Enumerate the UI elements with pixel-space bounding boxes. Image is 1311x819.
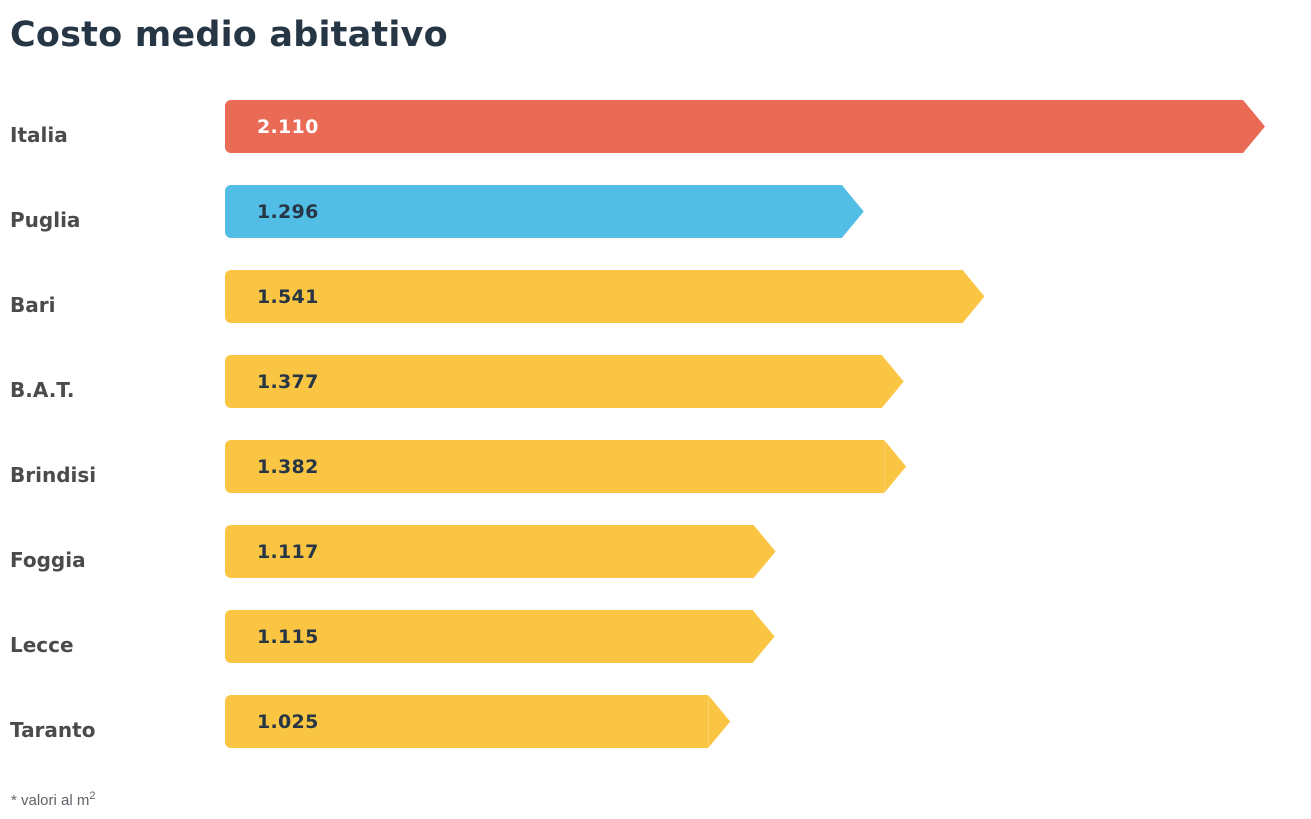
bar-arrow-tip-icon — [881, 355, 904, 408]
bar-value-label: 1.382 — [257, 455, 319, 478]
bar: 1.541 — [225, 270, 985, 323]
bar-row: Taranto 1.025 — [10, 695, 1311, 748]
bar-track: 1.541 — [225, 270, 1265, 323]
bar-rect: 1.296 — [225, 185, 842, 238]
bar-row: Italia 2.110 — [10, 100, 1311, 153]
bar-row: Puglia 1.296 — [10, 185, 1311, 238]
bar-rect: 1.382 — [225, 440, 885, 493]
bar-rect: 1.541 — [225, 270, 963, 323]
bar-track: 1.025 — [225, 695, 1265, 748]
bar-value-label: 2.110 — [257, 115, 319, 138]
bar-row: Brindisi 1.382 — [10, 440, 1311, 493]
bar-row: Foggia 1.117 — [10, 525, 1311, 578]
footnote-text: * valori al m — [11, 792, 90, 809]
bar-arrow-tip-icon — [841, 185, 864, 238]
bar-value-label: 1.117 — [257, 540, 319, 563]
bar: 1.377 — [225, 355, 904, 408]
bar-value-label: 1.025 — [257, 710, 319, 733]
bar-track: 1.377 — [225, 355, 1265, 408]
category-label: Italia — [10, 122, 68, 147]
bar: 1.115 — [225, 610, 775, 663]
bar-track: 1.382 — [225, 440, 1265, 493]
category-label: Brindisi — [10, 462, 97, 487]
bar: 1.117 — [225, 525, 776, 578]
bar-arrow-tip-icon — [1243, 100, 1265, 153]
bar-row: Lecce 1.115 — [10, 610, 1311, 663]
chart-footnote: * valori al m2 — [11, 790, 1311, 809]
bar-track: 1.117 — [225, 525, 1265, 578]
bar-arrow-tip-icon — [962, 270, 985, 323]
bar-rect: 1.115 — [225, 610, 753, 663]
bar-value-label: 1.541 — [257, 285, 319, 308]
footnote-superscript: 2 — [89, 790, 96, 802]
category-label: Puglia — [10, 207, 81, 232]
bar-track: 2.110 — [225, 100, 1265, 153]
bar-track: 1.296 — [225, 185, 1265, 238]
bar-rect: 2.110 — [225, 100, 1243, 153]
bar-arrow-tip-icon — [753, 525, 776, 578]
category-label: Taranto — [10, 717, 96, 742]
bar-rect: 1.025 — [225, 695, 709, 748]
bar-rows: Italia 2.110 Puglia 1.296 Bari — [10, 100, 1311, 748]
bar-arrow-tip-icon — [708, 695, 731, 748]
bar-value-label: 1.377 — [257, 370, 319, 393]
bar-rect: 1.377 — [225, 355, 882, 408]
bar: 1.296 — [225, 185, 864, 238]
bar-row: Bari 1.541 — [10, 270, 1311, 323]
bar-arrow-tip-icon — [752, 610, 775, 663]
bar: 2.110 — [225, 100, 1265, 153]
category-label: Bari — [10, 292, 56, 317]
bar-rect: 1.117 — [225, 525, 754, 578]
chart-title: Costo medio abitativo — [10, 15, 448, 55]
bar: 1.025 — [225, 695, 731, 748]
bar-value-label: 1.115 — [257, 625, 319, 648]
bar: 1.382 — [225, 440, 907, 493]
category-label: Foggia — [10, 547, 86, 572]
bar-value-label: 1.296 — [257, 200, 319, 223]
category-label: Lecce — [10, 632, 74, 657]
category-label: B.A.T. — [10, 377, 75, 402]
bar-track: 1.115 — [225, 610, 1265, 663]
bar-arrow-tip-icon — [884, 440, 907, 493]
bar-row: B.A.T. 1.377 — [10, 355, 1311, 408]
